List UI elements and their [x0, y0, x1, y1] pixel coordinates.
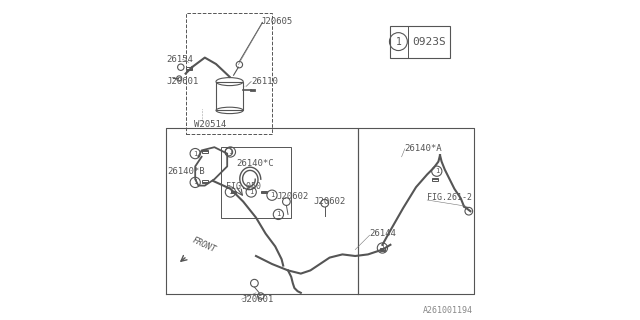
Text: J20602: J20602: [314, 197, 346, 206]
Text: FIG.050: FIG.050: [226, 182, 260, 191]
Text: 1: 1: [193, 180, 197, 185]
Text: J20605: J20605: [261, 17, 293, 26]
Text: A261001194: A261001194: [422, 306, 472, 315]
Bar: [216, 82, 243, 110]
Text: 1: 1: [396, 36, 401, 47]
Text: J20601: J20601: [166, 77, 198, 86]
Text: J20602: J20602: [277, 192, 309, 201]
Text: 26140*A: 26140*A: [405, 144, 442, 153]
Bar: [202, 150, 207, 153]
Bar: [261, 190, 267, 193]
Bar: [221, 147, 291, 218]
Bar: [186, 13, 272, 134]
Bar: [433, 178, 438, 180]
Bar: [186, 68, 192, 70]
Text: 26110: 26110: [251, 77, 278, 86]
Text: 1: 1: [228, 149, 232, 155]
Text: W20514: W20514: [193, 120, 226, 129]
Text: 26154: 26154: [166, 55, 193, 64]
Text: 1: 1: [435, 168, 439, 174]
Text: 26140*C: 26140*C: [237, 159, 275, 168]
Text: 1: 1: [270, 192, 274, 198]
Text: 26140*B: 26140*B: [167, 167, 205, 176]
Text: 1: 1: [276, 212, 280, 217]
Text: 1: 1: [380, 245, 385, 251]
Text: FIG.261-2: FIG.261-2: [428, 193, 472, 202]
Text: FRONT: FRONT: [191, 236, 217, 254]
Text: 1: 1: [228, 189, 232, 195]
Text: 1: 1: [249, 189, 253, 195]
Bar: [231, 190, 237, 193]
Bar: [202, 180, 207, 183]
Text: 1: 1: [193, 151, 197, 156]
Bar: [380, 248, 385, 251]
Text: J20601: J20601: [242, 295, 274, 304]
Text: 26144: 26144: [370, 229, 396, 238]
Text: 0923S: 0923S: [412, 36, 445, 47]
